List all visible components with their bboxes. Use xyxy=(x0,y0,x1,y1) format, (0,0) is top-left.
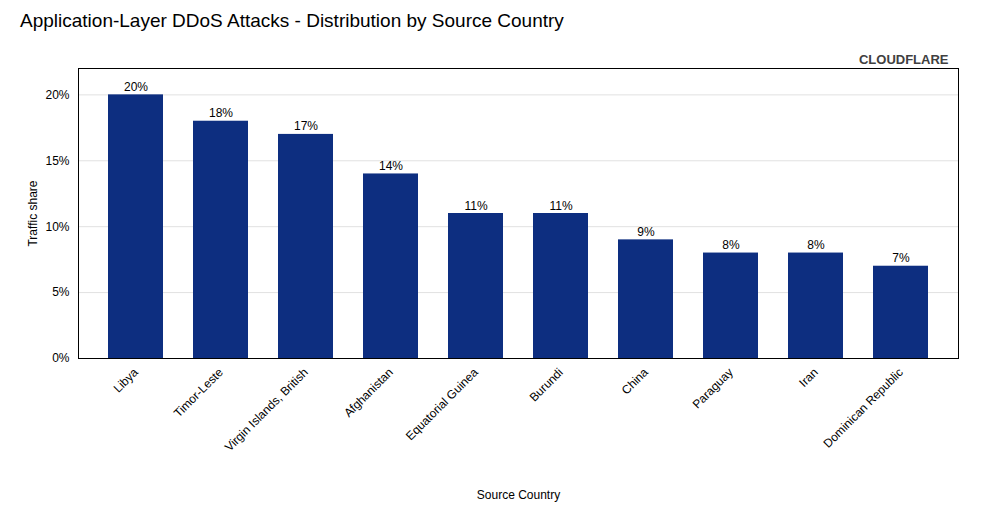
svg-text:Afghanistan: Afghanistan xyxy=(341,365,396,420)
svg-text:0%: 0% xyxy=(52,351,70,365)
svg-text:11%: 11% xyxy=(464,199,487,213)
svg-text:Iran: Iran xyxy=(796,365,821,390)
svg-text:18%: 18% xyxy=(209,106,233,120)
svg-text:8%: 8% xyxy=(807,238,825,252)
svg-text:9%: 9% xyxy=(637,225,655,239)
svg-text:Equatorial Guinea: Equatorial Guinea xyxy=(403,365,481,443)
svg-text:Timor-Leste: Timor-Leste xyxy=(171,365,226,420)
svg-text:15%: 15% xyxy=(45,154,69,168)
svg-text:14%: 14% xyxy=(379,159,403,173)
svg-text:20%: 20% xyxy=(124,80,148,94)
svg-text:20%: 20% xyxy=(45,88,69,102)
svg-text:CLOUDFLARE: CLOUDFLARE xyxy=(859,52,949,67)
svg-text:11%: 11% xyxy=(549,199,572,213)
svg-text:Traffic share: Traffic share xyxy=(26,180,40,246)
svg-text:10%: 10% xyxy=(45,220,69,234)
svg-text:Burundi: Burundi xyxy=(527,365,566,404)
svg-text:Paraguay: Paraguay xyxy=(690,365,736,411)
svg-text:5%: 5% xyxy=(52,285,70,299)
html-text:Application-Layer DDoS Attacks: Application-Layer DDoS Attacks - Distrib… xyxy=(20,10,564,31)
svg-text:Dominican Republic: Dominican Republic xyxy=(820,365,905,450)
svg-text:7%: 7% xyxy=(892,251,910,265)
svg-text:China: China xyxy=(619,365,651,397)
svg-text:Libya: Libya xyxy=(111,365,141,395)
svg-text:8%: 8% xyxy=(722,238,740,252)
svg-text:Source Country: Source Country xyxy=(477,488,560,502)
svg-text:Virgin Islands, British: Virgin Islands, British xyxy=(222,365,311,454)
svg-text:17%: 17% xyxy=(294,119,318,133)
